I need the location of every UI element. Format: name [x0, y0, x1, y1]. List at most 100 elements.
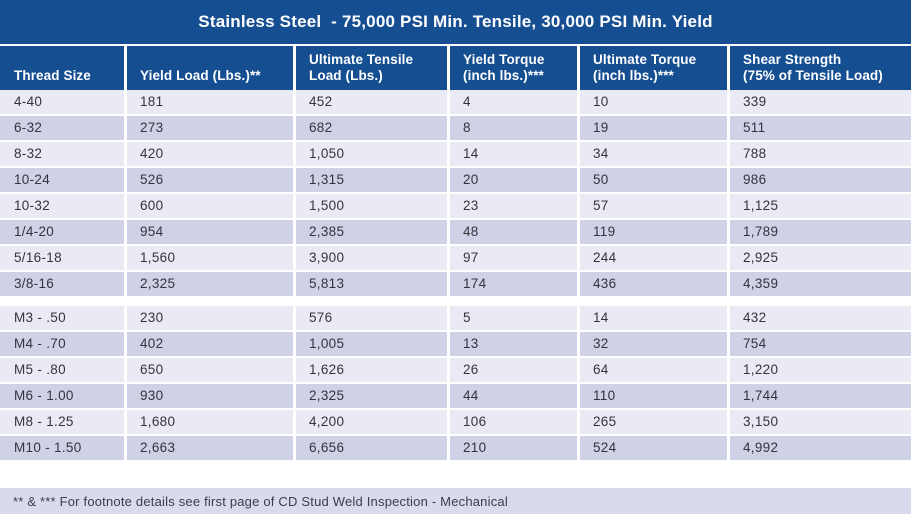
table-section-metric: M3 - .50 230 576 5 14 432 M4 - .70 402 1,005 13 32… [0, 306, 911, 460]
table-cell: 4,992 [730, 436, 911, 460]
table-cell: 2,325 [127, 272, 293, 296]
table-cell: 14 [450, 142, 577, 166]
table-cell: 3/8-16 [0, 272, 124, 296]
table-cell: 273 [127, 116, 293, 140]
table-cell: 8 [450, 116, 577, 140]
table-title: Stainless Steel - 75,000 PSI Min. Tensil… [198, 12, 713, 31]
table-cell: 57 [580, 194, 727, 218]
table-cell: 6,656 [296, 436, 447, 460]
table-cell: 1,560 [127, 246, 293, 270]
table-cell: 23 [450, 194, 577, 218]
table-cell: 436 [580, 272, 727, 296]
table-cell: 986 [730, 168, 911, 192]
column-header-ultimate-torque: Ultimate Torque (inch lbs.)*** [580, 46, 727, 90]
table-cell: 2,663 [127, 436, 293, 460]
section-divider [0, 296, 911, 306]
table-cell: 420 [127, 142, 293, 166]
table-cell: 954 [127, 220, 293, 244]
table-cell: 10-32 [0, 194, 124, 218]
table-cell: M3 - .50 [0, 306, 124, 330]
table-cell: 265 [580, 410, 727, 434]
footer-spacer [0, 460, 911, 488]
column-header-thread-size: Thread Size [0, 46, 124, 90]
table-cell: M8 - 1.25 [0, 410, 124, 434]
table-cell: 2,325 [296, 384, 447, 408]
table-cell: 14 [580, 306, 727, 330]
table-title-bar: Stainless Steel - 75,000 PSI Min. Tensil… [0, 0, 911, 44]
table-cell: 32 [580, 332, 727, 356]
table-cell: 44 [450, 384, 577, 408]
column-header-shear-strength: Shear Strength (75% of Tensile Load) [730, 46, 911, 90]
table-cell: 682 [296, 116, 447, 140]
table-cell: 650 [127, 358, 293, 382]
table-cell: M5 - .80 [0, 358, 124, 382]
table-cell: M4 - .70 [0, 332, 124, 356]
table-cell: 511 [730, 116, 911, 140]
table-cell: 5,813 [296, 272, 447, 296]
table-cell: 2,925 [730, 246, 911, 270]
table-cell: 4,359 [730, 272, 911, 296]
table-cell: 5 [450, 306, 577, 330]
table-cell: 2,385 [296, 220, 447, 244]
table-cell: 244 [580, 246, 727, 270]
table-cell: 174 [450, 272, 577, 296]
table-cell: 230 [127, 306, 293, 330]
table-cell: M10 - 1.50 [0, 436, 124, 460]
table-cell: 26 [450, 358, 577, 382]
table-cell: 1/4-20 [0, 220, 124, 244]
table-cell: 34 [580, 142, 727, 166]
table-cell: 64 [580, 358, 727, 382]
table-cell: 1,125 [730, 194, 911, 218]
table-cell: 1,626 [296, 358, 447, 382]
table-cell: 4 [450, 90, 577, 114]
table-cell: 788 [730, 142, 911, 166]
title-divider [0, 44, 911, 46]
footnote-bar: ** & *** For footnote details see first … [0, 488, 911, 514]
table-cell: 97 [450, 246, 577, 270]
table-cell: 1,680 [127, 410, 293, 434]
table-cell: 576 [296, 306, 447, 330]
table-cell: 402 [127, 332, 293, 356]
table-cell: 3,900 [296, 246, 447, 270]
table-cell: 1,005 [296, 332, 447, 356]
table-cell: 48 [450, 220, 577, 244]
table-cell: 4-40 [0, 90, 124, 114]
table-cell: 6-32 [0, 116, 124, 140]
table-cell: 1,050 [296, 142, 447, 166]
table-cell: 754 [730, 332, 911, 356]
table-cell: 600 [127, 194, 293, 218]
table-cell: 110 [580, 384, 727, 408]
table-cell: 930 [127, 384, 293, 408]
footnote-text: ** & *** For footnote details see first … [13, 493, 508, 509]
table-cell: 5/16-18 [0, 246, 124, 270]
table-cell: M6 - 1.00 [0, 384, 124, 408]
table-cell: 181 [127, 90, 293, 114]
table-cell: 13 [450, 332, 577, 356]
table-cell: 10 [580, 90, 727, 114]
table-cell: 106 [450, 410, 577, 434]
table-cell: 50 [580, 168, 727, 192]
table-cell: 1,789 [730, 220, 911, 244]
table-cell: 432 [730, 306, 911, 330]
table-cell: 1,744 [730, 384, 911, 408]
table-cell: 19 [580, 116, 727, 140]
table-cell: 8-32 [0, 142, 124, 166]
table-cell: 452 [296, 90, 447, 114]
table-cell: 210 [450, 436, 577, 460]
table-section-unc-unf: 4-40 181 452 4 10 339 6-32 273 682 8 19 511 8-32 420 1… [0, 90, 911, 296]
table-cell: 4,200 [296, 410, 447, 434]
column-header-ultimate-tensile: Ultimate Tensile Load (Lbs.) [296, 46, 447, 90]
table-cell: 1,500 [296, 194, 447, 218]
table-cell: 20 [450, 168, 577, 192]
table-cell: 119 [580, 220, 727, 244]
table-cell: 3,150 [730, 410, 911, 434]
table-cell: 1,315 [296, 168, 447, 192]
column-header-yield-torque: Yield Torque (inch lbs.)*** [450, 46, 577, 90]
column-header-yield-load: Yield Load (Lbs.)** [127, 46, 293, 90]
table-cell: 526 [127, 168, 293, 192]
table-cell: 10-24 [0, 168, 124, 192]
table-header-row: Thread Size Yield Load (Lbs.)** Ultimate… [0, 46, 911, 90]
table-cell: 1,220 [730, 358, 911, 382]
table-cell: 339 [730, 90, 911, 114]
